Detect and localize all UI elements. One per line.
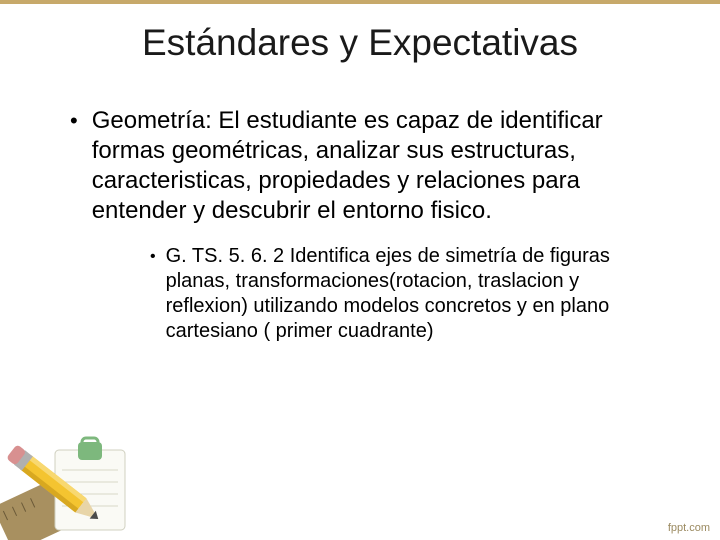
main-bullet-row: • Geometría: El estudiante es capaz de i… <box>70 106 660 226</box>
bullet-dot-icon: • <box>70 106 78 136</box>
bullet-dot-icon: • <box>150 244 156 270</box>
slide-title: Estándares y Expectativas <box>0 0 720 74</box>
top-banner-strip <box>0 0 720 4</box>
sub-bullet-text: G. TS. 5. 6. 2 Identifica ejes de simetr… <box>166 244 660 344</box>
footer-attribution: fppt.com <box>668 522 710 534</box>
school-supplies-illustration <box>0 390 140 540</box>
sub-bullet-row: • G. TS. 5. 6. 2 Identifica ejes de sime… <box>70 244 660 344</box>
main-bullet-text: Geometría: El estudiante es capaz de ide… <box>92 106 660 226</box>
content-area: • Geometría: El estudiante es capaz de i… <box>0 74 720 344</box>
